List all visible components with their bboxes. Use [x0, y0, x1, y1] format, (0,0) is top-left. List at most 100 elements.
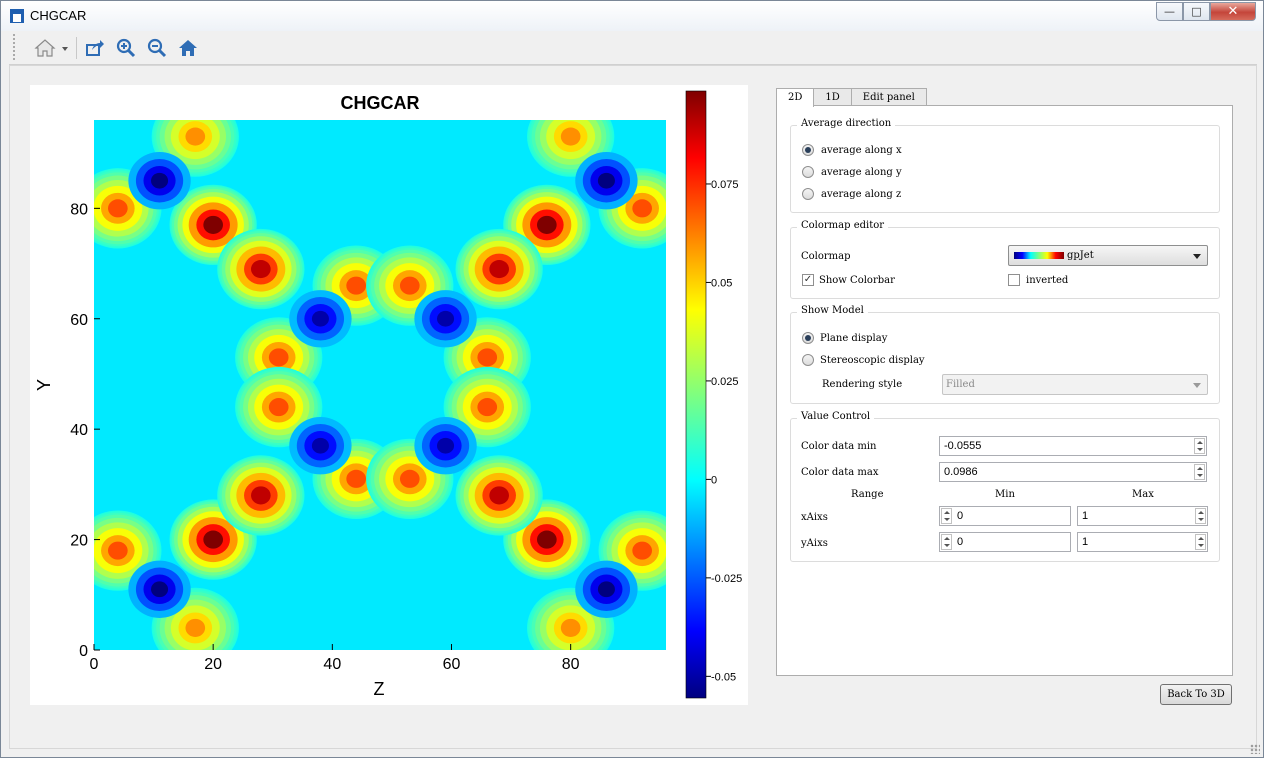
home-menu-icon[interactable] — [31, 37, 73, 59]
minimize-icon[interactable]: — — [1156, 2, 1183, 21]
min-header: Min — [995, 489, 1015, 500]
heatmap-cell — [268, 348, 289, 367]
tab-edit-panel[interactable]: Edit panel — [850, 88, 927, 106]
x-tick-label: 40 — [323, 656, 341, 673]
colorbar-tick-label: 0 — [711, 474, 717, 486]
show-colorbar-checkbox[interactable]: ✓ — [802, 274, 814, 286]
heatmap-cell — [151, 172, 169, 189]
inverted-checkbox[interactable] — [1008, 274, 1020, 286]
colormap-select[interactable]: gpJet — [1008, 245, 1208, 266]
heatmap-cell — [399, 276, 420, 295]
chart-title: CHGCAR — [341, 93, 420, 113]
heatmap-cell — [597, 172, 615, 189]
heatmap-marks — [94, 120, 666, 650]
heatmap-cell — [489, 260, 509, 279]
zoom-out-icon[interactable] — [146, 37, 168, 59]
y-tick-label: 40 — [70, 422, 88, 439]
heatmap-cell — [346, 469, 366, 488]
heatmap-cell — [203, 215, 223, 234]
heatmap-cell — [537, 530, 557, 549]
title-bar[interactable]: CHGCAR — □ ✕ — [1, 1, 1263, 31]
heatmap-cell — [346, 276, 366, 295]
plane-display-label[interactable]: Plane display — [820, 333, 888, 344]
colorbar-ticks: 0.075 0.05 0.025 0 -0.025 -0.05 — [706, 179, 742, 683]
x-axis-min-input[interactable]: 0 — [939, 506, 1071, 526]
average-y-label[interactable]: average along y — [821, 167, 902, 178]
radio-average-z[interactable] — [802, 188, 814, 200]
spin-arrows-icon[interactable] — [941, 534, 952, 550]
x-tick-label: 0 — [90, 656, 99, 673]
heatmap-cell — [489, 486, 509, 505]
tab-2d[interactable]: 2D — [776, 88, 815, 107]
y-axis-min-value: 0 — [957, 536, 964, 548]
app-icon — [10, 9, 24, 23]
colormap-value: gpJet — [1067, 250, 1094, 261]
toolbar-grip[interactable] — [13, 34, 17, 60]
stereoscopic-display-label[interactable]: Stereoscopic display — [820, 355, 925, 366]
tab-1d[interactable]: 1D — [813, 88, 852, 106]
window-title: CHGCAR — [30, 8, 87, 23]
home-icon[interactable] — [177, 37, 199, 59]
spin-arrows-icon[interactable] — [1194, 438, 1205, 454]
spin-arrows-icon[interactable] — [1195, 508, 1206, 524]
x-axis-range-label: xAixs — [801, 512, 828, 523]
y-axis-ticks: 0 20 40 60 80 — [70, 201, 100, 660]
heatmap-cell — [632, 199, 652, 218]
colorbar-tick-label: 0.075 — [711, 179, 739, 191]
y-axis-max-input[interactable]: 1 — [1077, 532, 1208, 552]
heatmap-chart[interactable]: CHGCAR Z Y 0 20 40 60 80 0 20 40 60 80 0.075 0.05… — [30, 85, 748, 705]
zoom-in-icon[interactable] — [115, 37, 137, 59]
export-icon[interactable] — [84, 37, 106, 59]
heatmap-cell — [251, 260, 271, 279]
heatmap-cell — [632, 541, 652, 560]
close-icon[interactable]: ✕ — [1210, 2, 1256, 21]
color-max-label: Color data max — [801, 467, 879, 478]
heatmap-cell — [151, 581, 169, 598]
x-axis-max-input[interactable]: 1 — [1077, 506, 1208, 526]
heatmap-cell — [108, 541, 128, 560]
max-header: Max — [1132, 489, 1154, 500]
show-model-title: Show Model — [797, 305, 868, 316]
color-max-value: 0.0986 — [944, 466, 978, 478]
heatmap-cell — [477, 398, 498, 417]
maximize-icon[interactable]: □ — [1183, 2, 1210, 21]
heatmap-cell — [537, 215, 557, 234]
colormap-swatch — [1014, 252, 1064, 259]
tab-bar: 2D 1D Edit panel — [776, 88, 927, 107]
resize-grip-icon[interactable] — [1250, 744, 1260, 754]
rendering-style-value: Filled — [946, 379, 975, 390]
spin-arrows-icon[interactable] — [1194, 464, 1205, 480]
y-axis-min-input[interactable]: 0 — [939, 532, 1071, 552]
spin-arrows-icon[interactable] — [941, 508, 952, 524]
color-min-input[interactable]: -0.0555 — [939, 436, 1207, 456]
radio-plane-display[interactable] — [802, 332, 814, 344]
colormap-editor-group: Colormap editor Colormap gpJet ✓ Show Co… — [790, 220, 1220, 299]
toolbar — [9, 31, 1257, 65]
y-tick-label: 20 — [70, 533, 88, 550]
radio-stereoscopic-display[interactable] — [802, 354, 814, 366]
rendering-style-select[interactable]: Filled — [942, 374, 1208, 395]
show-colorbar-label[interactable]: Show Colorbar — [819, 275, 895, 286]
average-z-label[interactable]: average along z — [821, 189, 902, 200]
heatmap-cell — [437, 310, 455, 327]
heatmap-cell — [560, 127, 581, 146]
x-axis-min-value: 0 — [957, 510, 964, 522]
toolbar-separator — [76, 37, 77, 59]
x-axis-label: Z — [374, 679, 385, 699]
radio-average-y[interactable] — [802, 166, 814, 178]
chart-area: CHGCAR Z Y 0 20 40 60 80 0 20 40 60 80 0.075 0.05… — [30, 85, 748, 705]
colorbar — [685, 90, 707, 699]
colorbar-tick-label: -0.05 — [711, 671, 736, 683]
y-axis-range-label: yAixs — [801, 538, 828, 549]
heatmap-cell — [437, 437, 455, 454]
rendering-style-label: Rendering style — [822, 379, 903, 390]
radio-average-x[interactable] — [802, 144, 814, 156]
y-tick-label: 80 — [70, 201, 88, 218]
range-header: Range — [851, 489, 884, 500]
color-max-input[interactable]: 0.0986 — [939, 462, 1207, 482]
average-x-label[interactable]: average along x — [821, 145, 902, 156]
inverted-label[interactable]: inverted — [1026, 275, 1069, 286]
spin-arrows-icon[interactable] — [1195, 534, 1206, 550]
back-to-3d-button[interactable]: Back To 3D — [1160, 684, 1232, 705]
tab-pane-2d: Average direction average along x averag… — [776, 105, 1233, 676]
